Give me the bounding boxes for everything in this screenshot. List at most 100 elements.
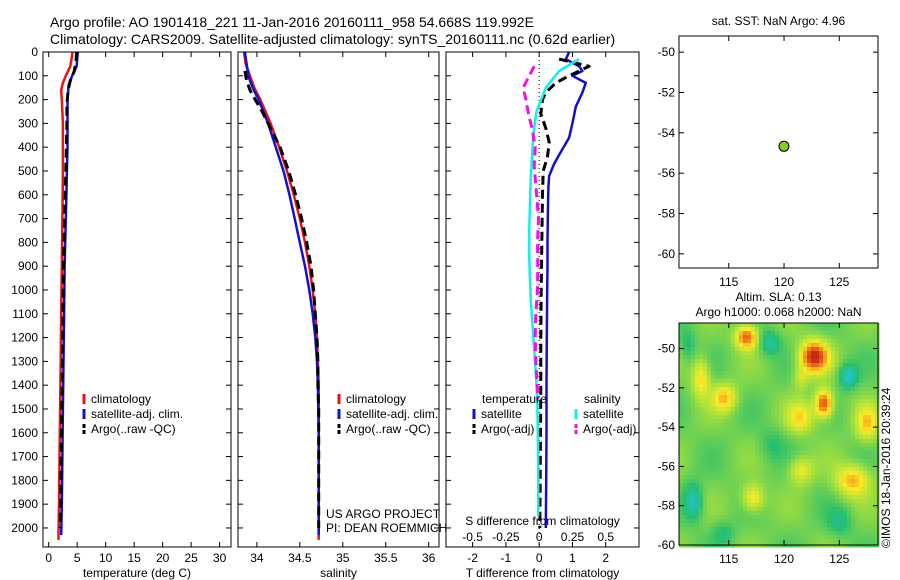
depth-tick-label: 1400 xyxy=(11,378,38,392)
sla-heatmap-cell xyxy=(799,407,804,412)
sla-heatmap-cell xyxy=(791,419,796,424)
sla-heatmap-cell xyxy=(727,371,732,376)
sla-heatmap-cell xyxy=(819,415,824,420)
sla-heatmap-cell xyxy=(835,403,840,408)
sla-heatmap-cell xyxy=(691,391,696,396)
sla-heatmap-cell xyxy=(679,367,684,372)
sla-heatmap-cell xyxy=(707,503,712,508)
sla-heatmap-cell xyxy=(707,523,712,528)
sla-heatmap-cell xyxy=(851,435,856,440)
sla-heatmap-cell xyxy=(767,499,772,504)
sla-heatmap-cell xyxy=(823,347,828,352)
sla-heatmap-cell xyxy=(819,443,824,448)
sla-heatmap-cell xyxy=(799,467,804,472)
sla-heatmap-cell xyxy=(779,395,784,400)
sla-heatmap-cell xyxy=(859,511,864,516)
sla-heatmap-cell xyxy=(847,455,852,460)
sla-heatmap-cell xyxy=(819,495,824,500)
sla-heatmap-cell xyxy=(683,383,688,388)
sla-heatmap-cell xyxy=(719,523,724,528)
sla-heatmap-cell xyxy=(687,363,692,368)
sla-heatmap-cell xyxy=(819,523,824,528)
sla-heatmap-cell xyxy=(799,375,804,380)
sla-heatmap-cell xyxy=(875,515,880,520)
sla-heatmap-cell xyxy=(787,391,792,396)
sla-heatmap-cell xyxy=(811,419,816,424)
sla-heatmap-cell xyxy=(695,507,700,512)
sla-heatmap-cell xyxy=(787,375,792,380)
sla-heatmap-cell xyxy=(863,363,868,368)
sla-heatmap-cell xyxy=(727,395,732,400)
sla-heatmap-cell xyxy=(831,411,836,416)
sla-heatmap-cell xyxy=(711,371,716,376)
sla-heatmap-cell xyxy=(871,387,876,392)
sla-heatmap-cell xyxy=(803,507,808,512)
sla-heatmap-cell xyxy=(687,523,692,528)
sla-heatmap-cell xyxy=(807,515,812,520)
sla-heatmap-cell xyxy=(859,371,864,376)
temperature-legend-entry-1-label: satellite-adj. clim. xyxy=(91,407,183,421)
sla-heatmap-cell xyxy=(767,427,772,432)
sla-heatmap-cell xyxy=(691,443,696,448)
sla-heatmap-cell xyxy=(679,407,684,412)
sla-heatmap-cell xyxy=(735,355,740,360)
sla-heatmap-cell xyxy=(807,475,812,480)
sla-heatmap-cell xyxy=(795,339,800,344)
sla-heatmap-cell xyxy=(687,435,692,440)
sla-heatmap-cell xyxy=(679,479,684,484)
sla-heatmap-cell xyxy=(799,399,804,404)
sla-heatmap-cell xyxy=(795,415,800,420)
sla-heatmap-cell xyxy=(771,503,776,508)
sla-heatmap-cell xyxy=(807,527,812,532)
sla-heatmap-cell xyxy=(703,363,708,368)
sla-heatmap-cell xyxy=(827,383,832,388)
sla-heatmap-cell xyxy=(775,351,780,356)
sla-heatmap-cell xyxy=(707,499,712,504)
sla-heatmap-cell xyxy=(843,367,848,372)
sla-heatmap-cell xyxy=(747,431,752,436)
sla-heatmap-cell xyxy=(691,499,696,504)
sla-heatmap-cell xyxy=(695,467,700,472)
sla-heatmap-cell xyxy=(771,435,776,440)
title-line-1: Argo profile: AO 1901418_221 11-Jan-2016… xyxy=(50,14,534,30)
sla-heatmap-cell xyxy=(695,443,700,448)
sla-heatmap-cell xyxy=(711,463,716,468)
sla-heatmap-cell xyxy=(867,347,872,352)
sla-heatmap-cell xyxy=(683,443,688,448)
salinity-diff-tick-label: 0.5 xyxy=(597,530,614,544)
sla-heatmap-cell xyxy=(787,471,792,476)
argo-float-location-marker xyxy=(778,140,790,152)
sla-heatmap-cell xyxy=(795,439,800,444)
sla-heatmap-cell xyxy=(767,415,772,420)
salinity-diff-tick-label: 0.25 xyxy=(561,530,585,544)
salinity-panel: 34 34.5 35 35.5 36salinityclimatologysatelli… xyxy=(237,51,440,580)
sla-heatmap-cell xyxy=(855,435,860,440)
sla-heatmap-cell xyxy=(871,399,876,404)
sla-heatmap-cell xyxy=(699,515,704,520)
sla-heatmap-cell xyxy=(791,459,796,464)
sla-heatmap-cell xyxy=(843,519,848,524)
sla-heatmap-cell xyxy=(679,475,684,480)
sla-heatmap-cell xyxy=(743,479,748,484)
sla-heatmap-cell xyxy=(799,355,804,360)
sla-heatmap-cell xyxy=(859,455,864,460)
sla-heatmap-cell xyxy=(763,407,768,412)
sla-heatmap-cell xyxy=(711,355,716,360)
sla-heatmap-cell xyxy=(839,411,844,416)
sla-heatmap-cell xyxy=(691,439,696,444)
sla-heatmap-cell xyxy=(695,383,700,388)
sla-heatmap-cell xyxy=(711,495,716,500)
sla-heatmap-cell xyxy=(843,343,848,348)
sla-heatmap-cell xyxy=(719,511,724,516)
diff-legend-temp-satellite-label: satellite xyxy=(481,407,522,421)
sla-heatmap-cell xyxy=(835,327,840,332)
sla-heatmap-cell xyxy=(795,519,800,524)
sla-heatmap-cell xyxy=(727,451,732,456)
sla-heatmap-cell xyxy=(875,471,880,476)
sla-heatmap-cell xyxy=(807,495,812,500)
title-line-2: Climatology: CARS2009. Satellite-adjuste… xyxy=(50,31,615,47)
sla-heatmap-cell xyxy=(711,459,716,464)
sla-heatmap-cell xyxy=(703,447,708,452)
sla-heatmap-cell xyxy=(779,427,784,432)
sla-heatmap-cell xyxy=(687,483,692,488)
